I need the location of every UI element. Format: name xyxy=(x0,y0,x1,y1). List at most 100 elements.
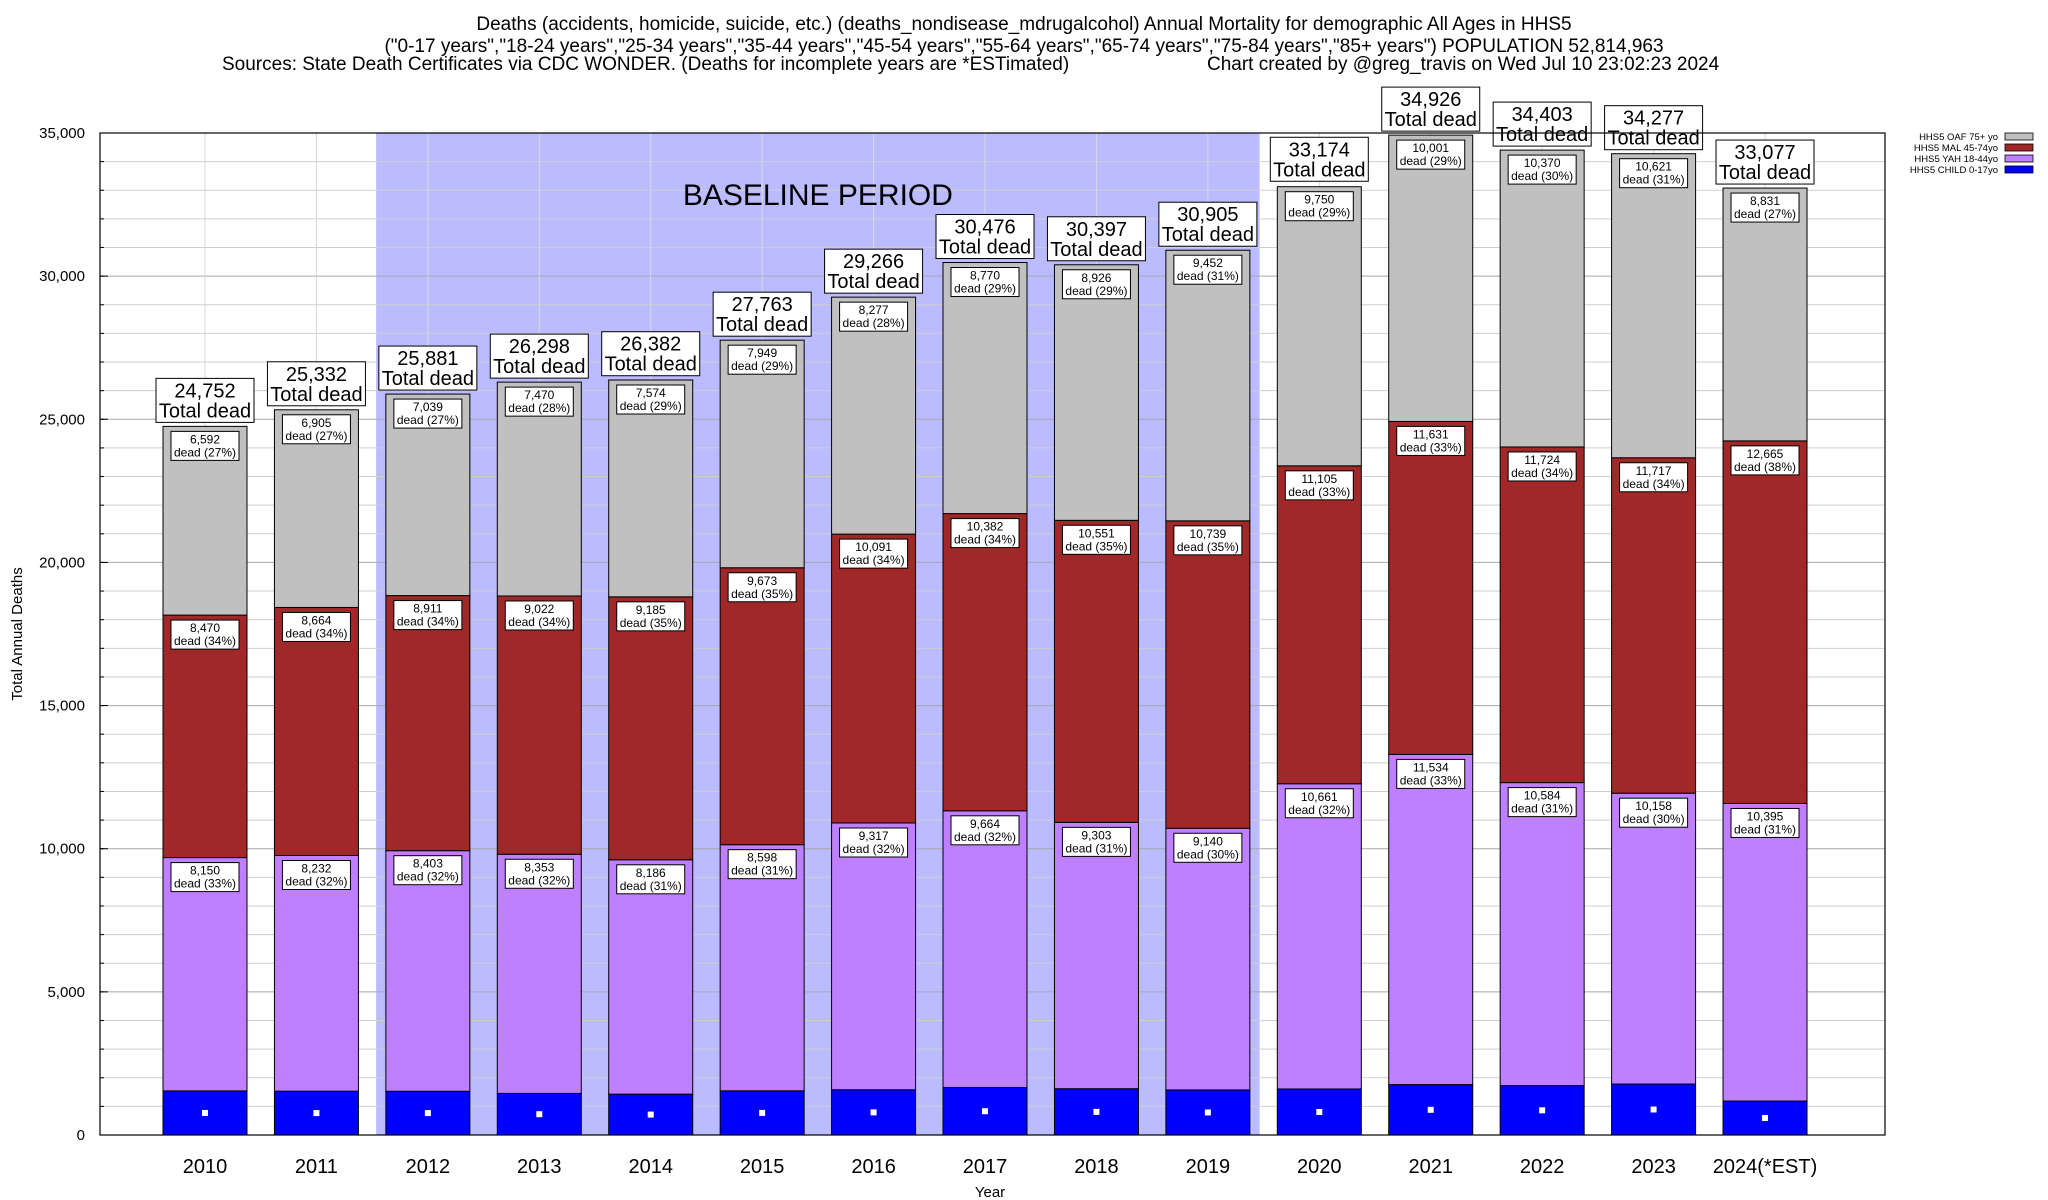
segment-label-box xyxy=(1507,787,1577,818)
bar-segment xyxy=(385,595,471,852)
segment-label: dead (30%) xyxy=(1511,169,1573,183)
segment-label: dead (28%) xyxy=(843,316,905,330)
segment-label-box xyxy=(393,600,463,631)
bar-segment xyxy=(1053,821,1139,1090)
segment-label: dead (32%) xyxy=(285,874,347,888)
segment-label: 10,370 xyxy=(1524,156,1561,170)
segment-label: 10,001 xyxy=(1412,141,1449,155)
segment-label: 9,750 xyxy=(1304,193,1334,207)
segment-label: 11,717 xyxy=(1636,464,1672,478)
x-tick-label: 2015 xyxy=(740,1156,785,1178)
segment-label-box xyxy=(727,344,797,375)
segment-label: 10,395 xyxy=(1747,809,1784,823)
bar-segment xyxy=(1053,264,1139,521)
segment-label-box xyxy=(1173,525,1243,556)
legend-swatch xyxy=(2004,143,2034,152)
child-marker xyxy=(759,1109,766,1116)
segment-label-box xyxy=(727,572,797,603)
segment-label-box xyxy=(393,855,463,886)
total-label: 26,382 xyxy=(620,334,681,356)
plot-frame xyxy=(99,132,1886,1136)
segment-label: dead (31%) xyxy=(731,864,793,878)
bar-segment xyxy=(608,596,694,861)
segment-label: dead (34%) xyxy=(397,615,459,629)
segment-label: dead (27%) xyxy=(174,445,236,459)
bar-segment xyxy=(831,822,917,1091)
segment-label: 9,303 xyxy=(1081,828,1111,842)
segment-label-box xyxy=(616,384,686,415)
segment-label: dead (32%) xyxy=(1288,803,1350,817)
segment-label: 10,091 xyxy=(855,540,892,554)
total-label-box xyxy=(1715,139,1815,185)
total-label: Total dead xyxy=(939,237,1031,259)
legend-swatch xyxy=(2004,165,2034,174)
segment-label: 9,185 xyxy=(636,603,666,617)
segment-label: dead (33%) xyxy=(1400,773,1462,787)
child-marker xyxy=(1093,1108,1100,1115)
y-tick-label: 0 xyxy=(77,1127,85,1144)
segment-label: 8,186 xyxy=(636,866,666,880)
chart-credit: Chart created by @greg_travis on Wed Jul… xyxy=(1207,54,1720,75)
segment-label-box xyxy=(839,538,909,569)
segment-label: 11,105 xyxy=(1301,472,1337,486)
segment-label-box xyxy=(393,398,463,429)
x-tick-label: 2013 xyxy=(517,1156,562,1178)
total-label: Total dead xyxy=(1496,124,1588,146)
y-tick-label: 10,000 xyxy=(39,841,85,858)
x-tick-label: 2010 xyxy=(183,1156,228,1178)
total-label-box xyxy=(1269,136,1369,182)
segment-label: 8,403 xyxy=(413,857,443,871)
total-label: 26,298 xyxy=(509,336,570,358)
segment-label-box xyxy=(1507,154,1577,185)
segment-label-box xyxy=(504,858,574,889)
bar-segment xyxy=(942,810,1028,1088)
bar-segment xyxy=(1499,149,1585,448)
bar-segment xyxy=(1722,802,1808,1102)
segment-label-box xyxy=(1284,788,1354,819)
chart-sources: Sources: State Death Certificates via CD… xyxy=(222,54,1070,75)
bar-segment xyxy=(1611,792,1697,1085)
bar-segment xyxy=(1165,520,1251,829)
child-marker xyxy=(982,1108,989,1115)
segment-label: dead (29%) xyxy=(620,399,682,413)
total-label: Total dead xyxy=(716,314,808,336)
segment-label: 7,039 xyxy=(413,400,443,414)
segment-label-box xyxy=(170,619,240,650)
segment-label-box xyxy=(504,600,574,631)
legend-swatch xyxy=(2004,132,2034,141)
bar-segment xyxy=(608,379,694,598)
segment-label: dead (34%) xyxy=(1623,477,1685,491)
bar-segment xyxy=(1499,782,1585,1087)
segment-label: 8,150 xyxy=(190,864,220,878)
segment-label: dead (31%) xyxy=(1065,841,1127,855)
segment-label: dead (32%) xyxy=(508,873,570,887)
segment-label: 9,022 xyxy=(524,602,554,616)
segment-label-box xyxy=(1619,158,1689,189)
y-tick-label: 30,000 xyxy=(39,268,85,285)
x-tick-label: 2022 xyxy=(1520,1156,1565,1178)
x-tick-label: 2023 xyxy=(1631,1156,1676,1178)
segment-label: 6,905 xyxy=(301,416,331,430)
bar-segment xyxy=(1722,440,1808,804)
segment-label-box xyxy=(950,518,1020,549)
total-label: 24,752 xyxy=(174,380,235,402)
segment-label: dead (31%) xyxy=(620,879,682,893)
x-axis-title: Year xyxy=(975,1184,1005,1200)
segment-label-box xyxy=(1061,524,1131,555)
x-tick-label: 2020 xyxy=(1297,1156,1342,1178)
segment-label: dead (35%) xyxy=(620,616,682,630)
bar-segment xyxy=(273,854,359,1092)
segment-label-box xyxy=(1396,758,1466,789)
segment-label: dead (29%) xyxy=(1400,154,1462,168)
total-label: 30,476 xyxy=(954,217,1015,239)
bar-segment xyxy=(1611,457,1697,794)
segment-label-box xyxy=(1284,470,1354,501)
x-tick-label: 2018 xyxy=(1074,1156,1119,1178)
segment-label: 10,551 xyxy=(1078,526,1115,540)
total-label: Total dead xyxy=(493,356,585,378)
segment-label-box xyxy=(170,430,240,461)
segment-label-box xyxy=(1396,139,1466,170)
bar-segment xyxy=(831,533,917,824)
bar-segment xyxy=(273,606,359,856)
segment-label: 7,470 xyxy=(524,388,554,402)
